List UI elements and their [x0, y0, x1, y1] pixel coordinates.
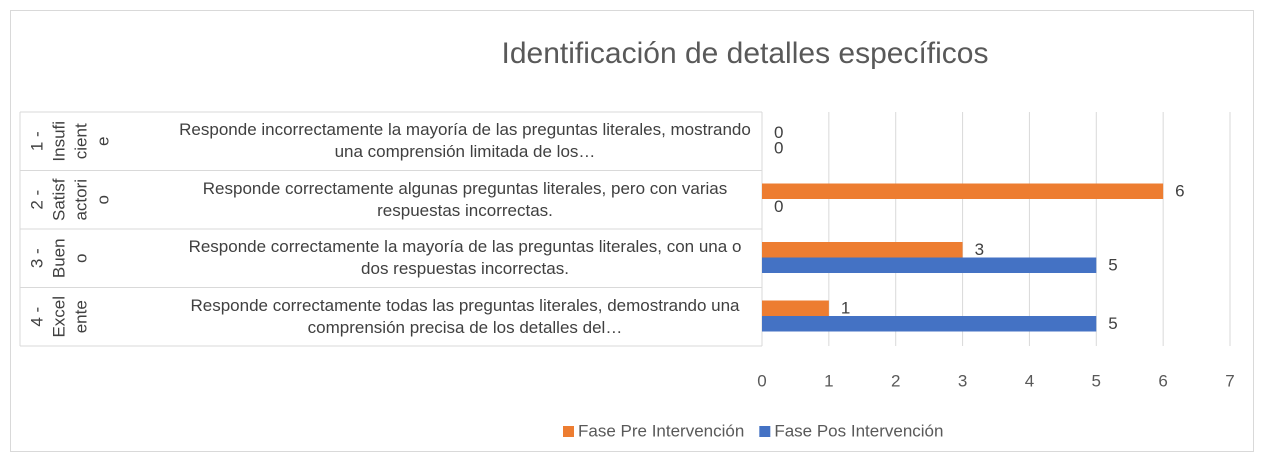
category-label: Responde correctamente la mayoría de las… [188, 237, 742, 279]
category-label-box: Responde correctamente la mayoría de las… [150, 229, 755, 288]
bar [762, 242, 963, 258]
category-group-label: 1 - [27, 131, 46, 151]
category-group-label: 2 - [27, 190, 46, 210]
chart-frame [10, 10, 1254, 452]
chart-title: Identificación de detalles específicos [502, 37, 989, 70]
category-group-label: o [93, 195, 112, 204]
category-label-wrap: Responde correctamente la mayoría de las… [150, 229, 755, 288]
bar [762, 316, 1097, 332]
category-label-box: Responde incorrectamente la mayoría de l… [150, 112, 755, 171]
data-label: 3 [975, 240, 984, 259]
category-label: Responde incorrectamente la mayoría de l… [179, 120, 751, 162]
bar [762, 257, 1097, 273]
legend-label: Fase Pre Intervención [578, 421, 744, 440]
x-tick-label: 3 [958, 371, 967, 390]
data-label: 0 [774, 197, 783, 216]
category-label: Responde correctamente todas las pregunt… [190, 295, 740, 337]
data-label: 5 [1108, 314, 1117, 333]
data-label: 5 [1108, 256, 1117, 275]
category-label: Responde correctamente algunas preguntas… [202, 178, 728, 220]
legend-label: Fase Pos Intervención [774, 421, 943, 440]
legend-swatch [759, 426, 771, 437]
category-label-box: Responde correctamente algunas preguntas… [150, 171, 755, 230]
x-tick-label: 7 [1225, 371, 1234, 390]
category-group-label: o [71, 254, 90, 263]
x-tick-label: 4 [1025, 371, 1034, 390]
x-tick-label: 6 [1158, 371, 1167, 390]
category-label-wrap: Responde correctamente todas las pregunt… [150, 288, 755, 347]
category-group-label: e [93, 137, 112, 146]
bar [762, 183, 1164, 199]
category-group-label: 4 - [27, 307, 46, 327]
x-tick-label: 0 [757, 371, 766, 390]
category-label-wrap: Responde incorrectamente la mayoría de l… [150, 112, 755, 171]
category-label-box: Responde correctamente todas las pregunt… [150, 288, 755, 347]
x-tick-label: 2 [891, 371, 900, 390]
category-group-label: ente [71, 300, 90, 333]
category-group-label: Insufi [49, 121, 68, 162]
category-group-label: Buen [49, 238, 68, 278]
category-group-label: cient [71, 123, 90, 159]
data-label: 0 [774, 123, 783, 142]
data-label: 1 [841, 299, 850, 318]
data-label: 0 [774, 139, 783, 158]
category-group-label: actori [71, 179, 90, 221]
data-label: 6 [1175, 182, 1184, 201]
x-tick-label: 5 [1092, 371, 1101, 390]
x-tick-label: 1 [824, 371, 833, 390]
category-group-label: 3 - [27, 248, 46, 268]
category-label-wrap: Responde correctamente algunas preguntas… [150, 171, 755, 230]
category-group-label: Excel [49, 296, 68, 338]
legend-swatch [563, 426, 574, 437]
bar [762, 300, 829, 316]
category-group-label: Satisf [49, 178, 68, 221]
